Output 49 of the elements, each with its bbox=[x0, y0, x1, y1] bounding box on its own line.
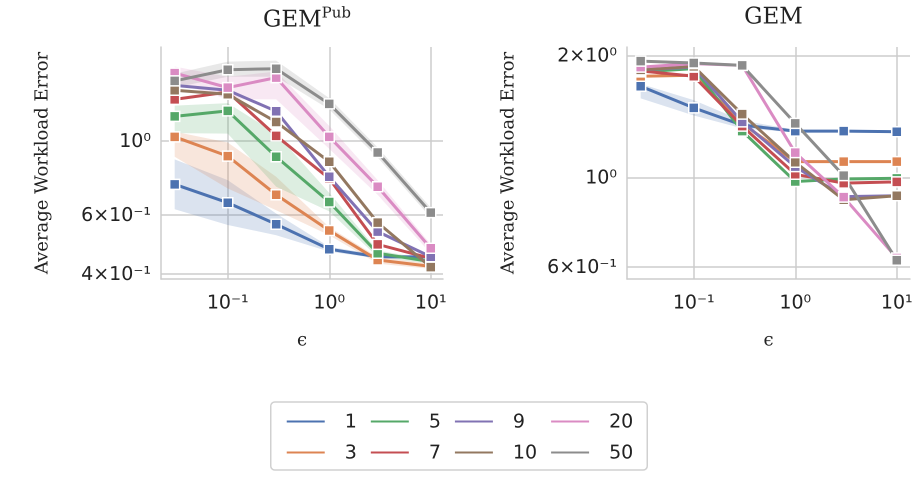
y-tick-label: 10⁰ bbox=[119, 130, 151, 152]
x-tick-label: 10¹ bbox=[414, 292, 447, 314]
point bbox=[168, 110, 180, 122]
point bbox=[168, 131, 180, 143]
x-tick-label: 10¹ bbox=[880, 292, 913, 314]
y-axis-title: Average Workload Error bbox=[498, 51, 518, 276]
x-tick-label: 10⁰ bbox=[779, 292, 812, 314]
legend-label: 3 bbox=[344, 442, 357, 464]
point bbox=[324, 196, 336, 208]
point bbox=[270, 62, 282, 74]
x-tick-label: 10⁻¹ bbox=[672, 292, 715, 314]
point bbox=[270, 116, 282, 128]
point bbox=[270, 130, 282, 142]
x-axis-title: ϵ bbox=[296, 330, 308, 350]
point bbox=[324, 98, 336, 110]
x-tick-label: 10⁻¹ bbox=[206, 292, 249, 314]
legend-label: 20 bbox=[609, 410, 634, 432]
point bbox=[425, 206, 437, 218]
legend-label: 7 bbox=[428, 442, 441, 464]
point bbox=[324, 156, 336, 168]
y-tick-label: 6×10⁻¹ bbox=[547, 256, 617, 278]
y-tick-label: 4×10⁻¹ bbox=[81, 262, 151, 285]
point bbox=[324, 243, 336, 255]
y-tick-label: 2×10⁰ bbox=[557, 44, 617, 66]
point bbox=[891, 126, 903, 138]
point bbox=[891, 176, 903, 188]
x-tick-label: 10⁰ bbox=[313, 292, 346, 314]
point bbox=[324, 131, 336, 143]
legend-label: 1 bbox=[344, 410, 357, 432]
legend-label: 9 bbox=[512, 410, 526, 432]
legend-label: 50 bbox=[609, 442, 634, 464]
point bbox=[270, 188, 282, 200]
point bbox=[891, 156, 903, 168]
point bbox=[324, 224, 336, 236]
point bbox=[270, 218, 282, 230]
x-axis-title: ϵ bbox=[763, 330, 774, 350]
point bbox=[790, 146, 802, 158]
point bbox=[168, 178, 180, 190]
y-tick-label: 10⁰ bbox=[585, 166, 617, 188]
legend-label: 10 bbox=[512, 442, 538, 464]
point bbox=[736, 108, 748, 120]
point bbox=[168, 75, 180, 87]
y-axis-title: Average Workload Error bbox=[32, 51, 52, 276]
point bbox=[270, 151, 282, 163]
point bbox=[634, 55, 646, 67]
point bbox=[270, 106, 282, 118]
chart-title: GEM bbox=[744, 4, 803, 30]
legend-label: 5 bbox=[428, 410, 441, 432]
y-tick-label: 6×10⁻¹ bbox=[81, 204, 151, 226]
